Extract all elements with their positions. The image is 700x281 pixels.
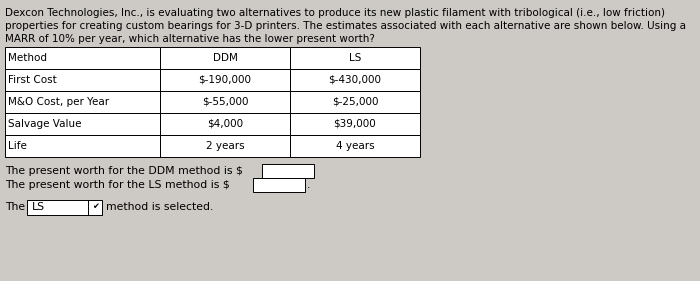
Text: Salvage Value: Salvage Value (8, 119, 81, 129)
Text: ✔: ✔ (92, 203, 99, 212)
Text: $-55,000: $-55,000 (202, 97, 248, 107)
Text: .: . (307, 180, 310, 190)
Bar (160, 47, 290, 69)
Bar (27, 200, 102, 214)
Bar (160, 69, 290, 91)
Bar (290, 91, 420, 113)
Bar (160, 135, 290, 157)
Text: Method: Method (8, 53, 47, 63)
Text: Life: Life (8, 141, 27, 151)
Text: 4 years: 4 years (336, 141, 375, 151)
Bar (5, 113, 160, 135)
Text: method is selected.: method is selected. (106, 202, 214, 212)
Bar (5, 135, 160, 157)
Bar (160, 91, 290, 113)
Bar (290, 69, 420, 91)
Bar (290, 135, 420, 157)
Bar (290, 113, 420, 135)
Text: The: The (5, 202, 29, 212)
Text: DDM: DDM (213, 53, 237, 63)
Text: 2 years: 2 years (206, 141, 244, 151)
Text: LS: LS (32, 202, 45, 212)
Bar (5, 47, 160, 69)
Text: LS: LS (349, 53, 361, 63)
Text: MARR of 10% per year, which alternative has the lower present worth?: MARR of 10% per year, which alternative … (5, 34, 375, 44)
Text: $39,000: $39,000 (334, 119, 377, 129)
Bar (253, 178, 305, 192)
Bar (290, 47, 420, 69)
Text: properties for creating custom bearings for 3-D printers. The estimates associat: properties for creating custom bearings … (5, 21, 686, 31)
Text: $4,000: $4,000 (207, 119, 243, 129)
Text: $-430,000: $-430,000 (328, 75, 382, 85)
Text: First Cost: First Cost (8, 75, 57, 85)
Text: Dexcon Technologies, Inc., is evaluating two alternatives to produce its new pla: Dexcon Technologies, Inc., is evaluating… (5, 8, 665, 18)
Bar (5, 69, 160, 91)
Bar (5, 91, 160, 113)
Bar (160, 113, 290, 135)
Text: M&O Cost, per Year: M&O Cost, per Year (8, 97, 109, 107)
Text: $-25,000: $-25,000 (332, 97, 378, 107)
Text: The present worth for the DDM method is $: The present worth for the DDM method is … (5, 166, 243, 176)
Text: The present worth for the LS method is $: The present worth for the LS method is $ (5, 180, 230, 190)
Bar (262, 164, 314, 178)
Text: $-190,000: $-190,000 (199, 75, 251, 85)
